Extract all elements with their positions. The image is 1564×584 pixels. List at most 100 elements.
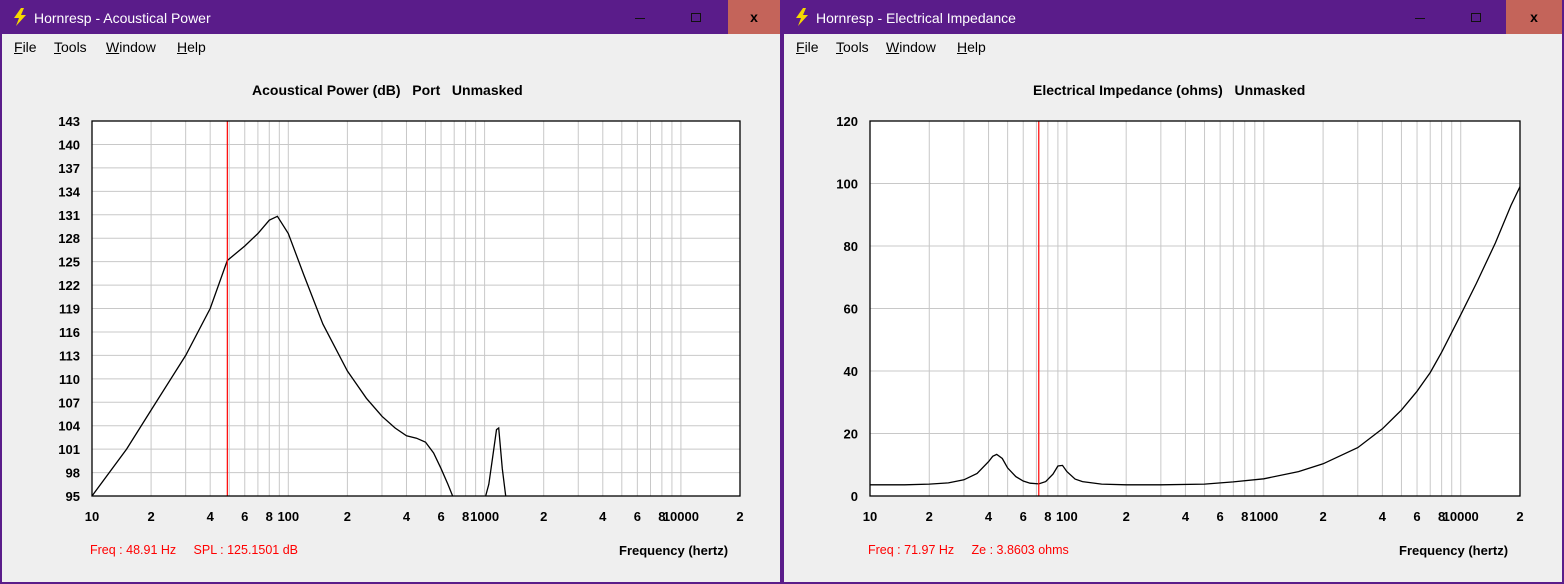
menu-help[interactable]: Help [957, 39, 986, 55]
minimize-icon [635, 18, 645, 19]
y-tick-label: 113 [59, 348, 80, 363]
x-tick-label: 6 [241, 509, 248, 524]
x-tick-label: 4 [207, 509, 215, 524]
y-tick-label: 0 [851, 489, 858, 504]
y-tick-label: 134 [58, 184, 80, 199]
x-tick-label: 8 [1241, 509, 1248, 524]
x-tick-label: 4 [1182, 509, 1190, 524]
lightning-icon [14, 8, 26, 26]
x-tick-label: 10 [863, 509, 877, 524]
y-tick-label: 122 [58, 278, 80, 293]
y-tick-label: 120 [836, 114, 858, 129]
y-tick-label: 95 [66, 489, 80, 504]
minimize-button[interactable] [1396, 0, 1444, 34]
x-tick-label: 2 [147, 509, 154, 524]
x-axis-label: Frequency (hertz) [1399, 543, 1509, 558]
x-tick-label: 6 [1413, 509, 1420, 524]
x-tick-label: 1000 [1249, 509, 1278, 524]
x-tick-label: 2 [1516, 509, 1523, 524]
y-tick-label: 100 [836, 177, 858, 192]
maximize-button[interactable] [672, 0, 720, 34]
series-line [92, 215, 454, 496]
x-tick-label: 8 [462, 509, 469, 524]
x-tick-label: 100 [1056, 509, 1078, 524]
plot-frame [869, 120, 1521, 497]
menu-file[interactable]: File [796, 39, 819, 55]
x-tick-label: 8 [1044, 509, 1051, 524]
plot-frame [91, 120, 741, 497]
x-tick-label: 4 [1379, 509, 1387, 524]
x-tick-label: 2 [736, 509, 743, 524]
chart-title: Electrical Impedance (ohms) Unmasked [1033, 82, 1306, 98]
chart-title: Acoustical Power (dB) Port Unmasked [252, 82, 523, 98]
x-tick-label: 4 [985, 509, 993, 524]
maximize-button[interactable] [1452, 0, 1500, 34]
y-tick-label: 98 [66, 466, 80, 481]
close-icon: x [750, 9, 758, 25]
x-tick-label: 2 [1123, 509, 1130, 524]
minimize-button[interactable] [616, 0, 664, 34]
x-tick-label: 6 [634, 509, 641, 524]
x-tick-label: 2 [1319, 509, 1326, 524]
x-tick-label: 10000 [663, 509, 699, 524]
x-tick-label: 10 [85, 509, 99, 524]
x-tick-label: 4 [599, 509, 607, 524]
title-bar[interactable]: Hornresp - Electrical Impedance x [784, 0, 1562, 34]
series-line [484, 426, 507, 496]
x-tick-label: 10000 [1443, 509, 1479, 524]
x-tick-label: 6 [437, 509, 444, 524]
y-tick-label: 110 [59, 372, 80, 387]
y-tick-label: 131 [58, 208, 80, 223]
menu-bar: File Tools Window Help [2, 34, 780, 60]
window-title: Hornresp - Acoustical Power [34, 10, 211, 26]
y-tick-label: 128 [58, 231, 80, 246]
menu-file[interactable]: File [14, 39, 37, 55]
lightning-icon [796, 8, 808, 26]
x-tick-label: 8 [266, 509, 273, 524]
x-axis-label: Frequency (hertz) [619, 543, 729, 558]
maximize-icon [1471, 13, 1481, 22]
title-bar[interactable]: Hornresp - Acoustical Power x [2, 0, 780, 34]
cursor-readout: Freq : 48.91 Hz SPL : 125.1501 dB [90, 543, 298, 557]
y-tick-label: 20 [844, 427, 858, 442]
close-icon: x [1530, 9, 1538, 25]
menu-tools[interactable]: Tools [54, 39, 87, 55]
y-tick-label: 125 [58, 255, 80, 270]
menu-tools[interactable]: Tools [836, 39, 869, 55]
x-tick-label: 8 [1438, 509, 1445, 524]
y-tick-label: 101 [58, 442, 80, 457]
x-tick-label: 6 [1217, 509, 1224, 524]
cursor-readout: Freq : 71.97 Hz Ze : 3.8603 ohms [868, 543, 1069, 557]
y-tick-label: 119 [59, 302, 80, 317]
x-tick-label: 2 [344, 509, 351, 524]
y-tick-label: 40 [844, 364, 858, 379]
window-title: Hornresp - Electrical Impedance [816, 10, 1016, 26]
y-tick-label: 137 [58, 161, 80, 176]
acoustical-power-chart[interactable]: 143 140 137 134 131 128 125 122 119 116 113 110 107 1… [2, 0, 784, 584]
y-tick-label: 116 [59, 325, 80, 340]
menu-help[interactable]: Help [177, 39, 206, 55]
x-tick-label: 1000 [470, 509, 499, 524]
y-tick-label: 80 [844, 239, 858, 254]
y-tick-label: 60 [844, 302, 858, 317]
y-tick-label: 107 [58, 395, 80, 410]
x-tick-label: 2 [540, 509, 547, 524]
x-tick-label: 8 [658, 509, 665, 524]
menu-window[interactable]: Window [886, 39, 936, 55]
y-tick-label: 104 [58, 419, 80, 434]
menu-window[interactable]: Window [106, 39, 156, 55]
close-button[interactable]: x [1506, 0, 1562, 34]
y-tick-label: 140 [58, 137, 80, 152]
x-tick-label: 4 [403, 509, 411, 524]
x-tick-label: 100 [277, 509, 299, 524]
window-acoustical-power: Hornresp - Acoustical Power x File Tools… [0, 0, 782, 584]
x-tick-label: 2 [926, 509, 933, 524]
minimize-icon [1415, 18, 1425, 19]
y-tick-label: 143 [58, 114, 80, 129]
series-line [870, 186, 1520, 486]
close-button[interactable]: x [728, 0, 780, 34]
maximize-icon [691, 13, 701, 22]
x-tick-label: 6 [1020, 509, 1027, 524]
menu-bar: File Tools Window Help [784, 34, 1562, 60]
